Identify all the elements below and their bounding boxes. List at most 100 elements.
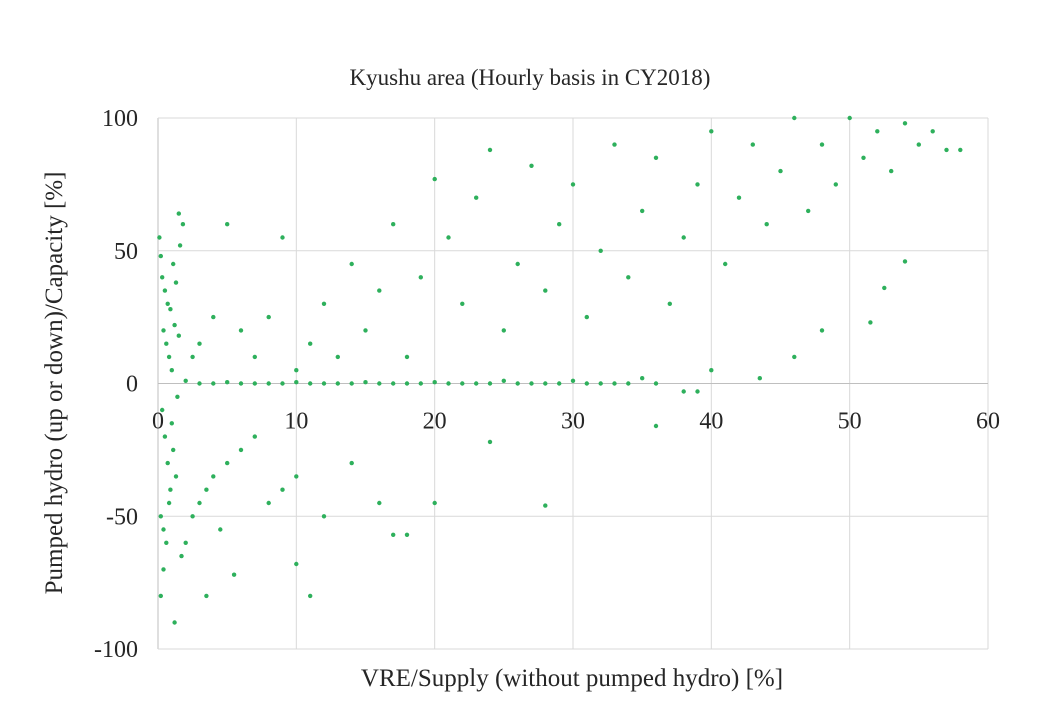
data-point — [164, 341, 169, 346]
data-point — [176, 333, 181, 338]
data-point — [266, 314, 271, 320]
data-point — [875, 129, 880, 134]
data-point — [723, 261, 728, 267]
data-point — [764, 222, 769, 227]
data-point — [238, 328, 244, 333]
x-tick-label: 40 — [699, 409, 723, 435]
data-point — [294, 561, 299, 567]
data-point — [160, 407, 165, 413]
data-point — [570, 182, 576, 187]
data-point — [183, 378, 188, 383]
data-point — [819, 142, 825, 147]
data-point — [166, 500, 172, 506]
data-point — [391, 532, 396, 537]
data-point — [529, 381, 534, 386]
data-point — [183, 540, 188, 545]
data-point — [432, 500, 437, 506]
data-point — [612, 142, 617, 147]
data-point — [626, 275, 631, 280]
data-point — [252, 354, 257, 360]
y-tick-label: 100 — [102, 106, 138, 132]
data-point — [177, 243, 183, 248]
data-point — [377, 381, 382, 386]
y-tick-label: 0 — [126, 372, 138, 398]
data-point — [529, 163, 534, 168]
data-point — [460, 301, 465, 306]
data-point — [515, 261, 520, 267]
data-point — [391, 381, 396, 386]
data-point — [349, 261, 354, 267]
data-point — [168, 307, 173, 312]
data-point — [321, 514, 327, 519]
data-point — [487, 439, 493, 445]
data-point — [847, 115, 852, 121]
data-point — [653, 381, 659, 386]
data-point — [944, 147, 949, 153]
x-tick-label: 60 — [976, 409, 1000, 435]
data-point — [162, 288, 168, 293]
data-point — [474, 381, 479, 386]
data-point — [294, 474, 299, 479]
data-point — [169, 368, 174, 373]
x-tick-label: 30 — [561, 409, 585, 435]
x-tick-label: 0 — [152, 409, 164, 435]
data-point — [584, 314, 589, 320]
data-point — [280, 235, 285, 240]
data-point — [695, 389, 700, 394]
x-tick-label: 20 — [423, 409, 447, 435]
y-tick-label: -100 — [94, 637, 138, 663]
data-point — [173, 474, 179, 479]
y-axis-label: Pumped hydro (up or down)/Capacity [%] — [41, 172, 68, 595]
data-point — [158, 514, 163, 519]
data-point — [695, 182, 700, 187]
data-point — [377, 288, 382, 293]
data-point — [543, 503, 548, 508]
data-point — [750, 142, 755, 147]
data-point — [162, 434, 168, 439]
data-point — [180, 222, 186, 227]
data-point — [238, 381, 244, 386]
data-point — [902, 121, 908, 126]
data-point — [197, 500, 202, 506]
scatter-points — [157, 115, 963, 625]
data-point — [172, 620, 177, 625]
data-point — [432, 380, 437, 385]
data-point — [916, 142, 921, 147]
data-point — [930, 129, 935, 134]
data-point — [225, 380, 230, 385]
data-point — [958, 147, 963, 153]
data-point — [487, 147, 493, 153]
data-point — [308, 341, 313, 346]
data-point — [404, 532, 410, 537]
data-point — [653, 155, 659, 160]
data-point — [501, 328, 506, 333]
data-point — [157, 235, 162, 240]
grid — [157, 117, 989, 650]
data-point — [653, 423, 659, 429]
data-point — [308, 593, 313, 599]
data-point — [757, 376, 762, 381]
x-tick-labels: 0 10 20 30 40 50 60 — [152, 409, 1000, 435]
data-point — [161, 567, 166, 572]
data-point — [570, 378, 576, 383]
data-point — [225, 222, 230, 227]
data-point — [667, 301, 672, 306]
data-point — [158, 593, 163, 599]
data-point — [349, 460, 354, 466]
data-point — [446, 235, 451, 240]
data-point — [349, 381, 354, 386]
data-point — [598, 381, 603, 386]
data-point — [168, 487, 173, 492]
data-point — [792, 354, 797, 360]
data-point — [861, 155, 866, 160]
data-point — [736, 195, 742, 200]
data-point — [165, 301, 170, 306]
data-point — [161, 527, 166, 532]
data-point — [418, 381, 423, 386]
data-point — [218, 527, 223, 532]
data-point — [501, 378, 506, 383]
data-point — [681, 235, 686, 240]
y-tick-label: -50 — [106, 504, 138, 530]
data-point — [363, 328, 368, 333]
